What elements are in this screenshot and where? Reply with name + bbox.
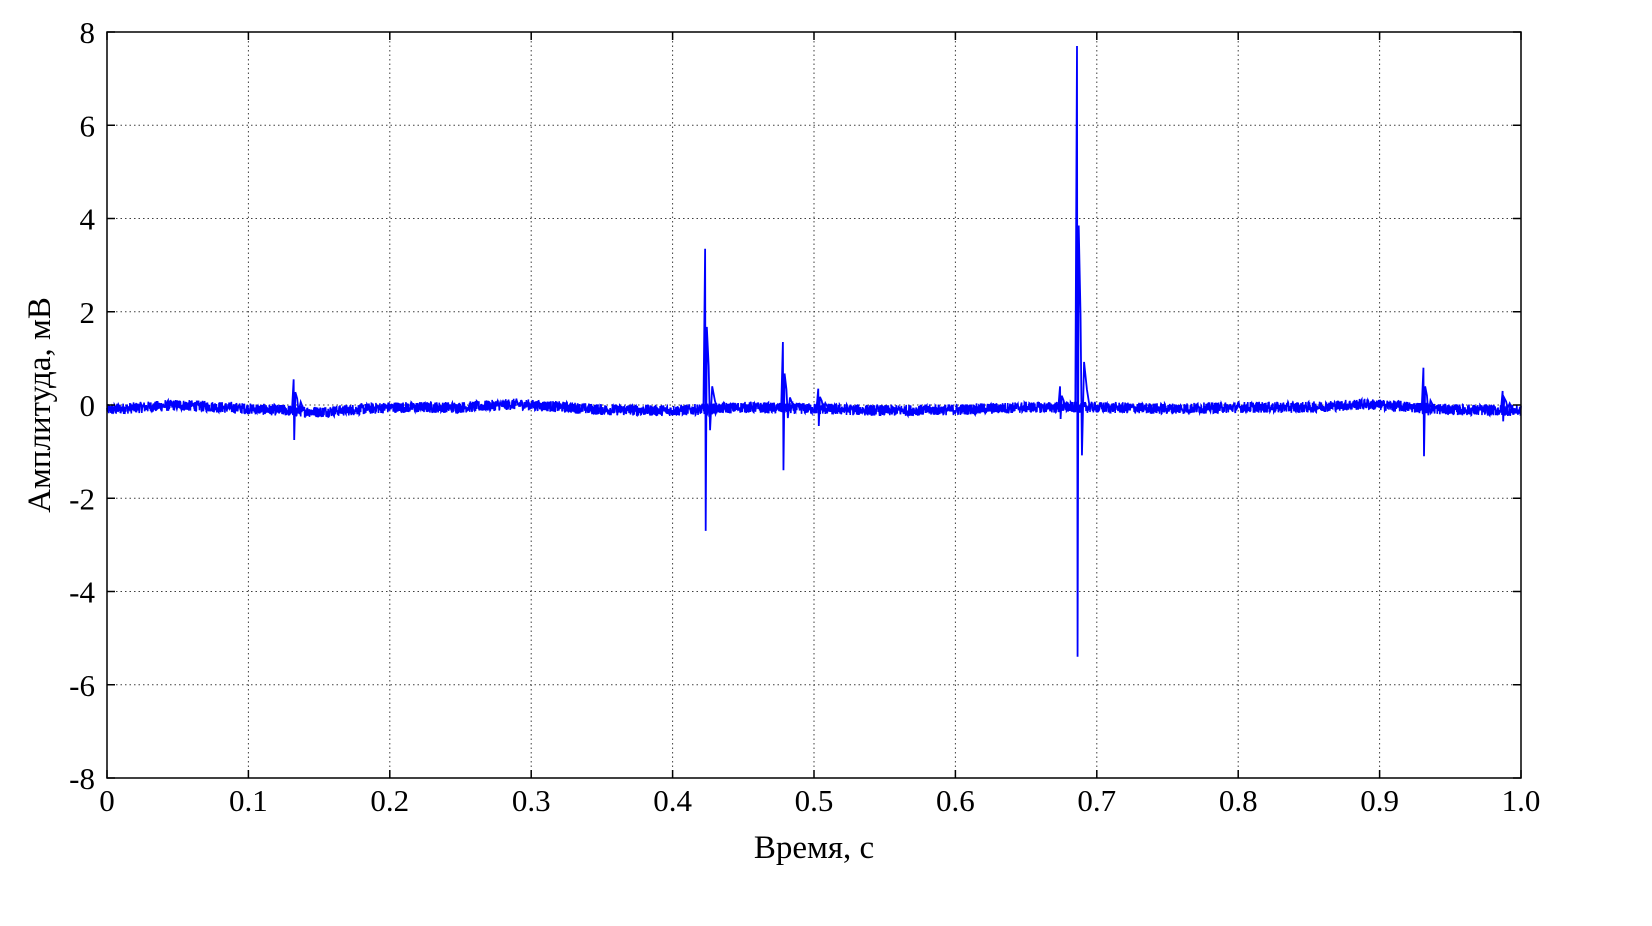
x-tick-label: 0.3 — [512, 783, 551, 818]
signal-series — [106, 45, 1522, 657]
y-tick-label: -4 — [69, 575, 95, 610]
x-tick-label: 0.9 — [1360, 783, 1399, 818]
x-tick-labels: 0 0.1 0.2 0.3 0.4 0.5 0.6 0.7 0.8 0.9 1.0 — [99, 783, 1540, 818]
y-axis-title: Амплитуда, мВ — [22, 297, 58, 513]
x-tick-label: 0.6 — [936, 783, 975, 818]
x-tick-label: 0.1 — [229, 783, 268, 818]
signal-spike — [780, 342, 797, 471]
x-tick-label: 0.4 — [653, 783, 692, 818]
signal-spike — [291, 379, 307, 440]
y-tick-label: 4 — [80, 202, 96, 237]
y-tick-label: -8 — [69, 761, 95, 796]
x-tick-label: 0.7 — [1077, 783, 1116, 818]
y-tick-label: -6 — [69, 668, 95, 703]
signal-spike — [702, 248, 719, 531]
signal-spike — [815, 388, 832, 427]
y-tick-label: 2 — [80, 295, 96, 330]
signal-noise-trace — [106, 396, 1522, 420]
x-tick-label: 0.8 — [1219, 783, 1258, 818]
y-tick-label: 6 — [80, 108, 96, 143]
x-tick-label: 0 — [99, 783, 115, 818]
axis-ticks — [106, 31, 1522, 779]
x-axis-title: Время, с — [754, 830, 874, 866]
grid — [107, 32, 1521, 778]
signal-spike — [1420, 367, 1437, 457]
x-tick-label: 1.0 — [1502, 783, 1541, 818]
y-tick-label: 8 — [80, 15, 96, 50]
y-tick-label: -2 — [69, 481, 95, 516]
y-tick-labels: -8 -6 -4 -2 0 2 4 6 8 — [69, 15, 95, 796]
x-tick-label: 0.2 — [370, 783, 409, 818]
signal-spike — [1500, 390, 1516, 422]
signal-spike — [1057, 386, 1074, 420]
signal-spike — [1074, 45, 1091, 657]
y-tick-label: 0 — [80, 388, 96, 423]
x-tick-label: 0.5 — [795, 783, 834, 818]
